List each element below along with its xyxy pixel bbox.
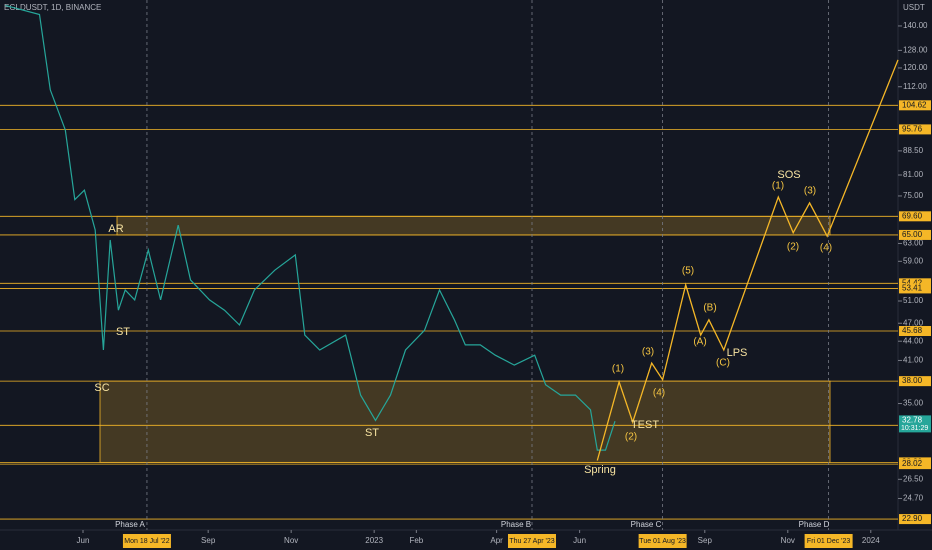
- annotation: ST: [116, 326, 130, 338]
- x-tick-label: Jun: [77, 536, 90, 545]
- level-badge: [899, 278, 931, 289]
- annotation: (A): [693, 337, 706, 348]
- series-line: [5, 4, 616, 451]
- phase-label: Phase A: [115, 520, 145, 529]
- annotation: LPS: [727, 347, 748, 359]
- y-tick-label: 112.00: [903, 82, 927, 91]
- annotation: (4): [820, 243, 832, 254]
- countdown: 10:31:29: [901, 425, 928, 432]
- y-tick-label: 24.70: [903, 494, 924, 503]
- level-label: 104.62: [902, 100, 927, 109]
- annotation: (3): [642, 347, 654, 358]
- series-line: [596, 59, 899, 461]
- x-tick-label: Nov: [781, 536, 795, 545]
- y-tick-label: 35.00: [903, 399, 924, 408]
- marker-label: Tue 01 Aug '23: [639, 538, 686, 545]
- y-tick-label: 59.00: [903, 256, 924, 265]
- y-tick-label: 44.00: [903, 336, 924, 345]
- x-tick-label: Sep: [201, 536, 216, 545]
- x-tick-label: Jun: [573, 536, 586, 545]
- annotation: (5): [682, 266, 694, 277]
- phase-label: Phase C: [631, 520, 662, 529]
- y-tick-label: 47.00: [903, 318, 924, 327]
- marker-badge: [804, 534, 853, 548]
- level-badge: [899, 376, 931, 387]
- phase-label: Phase B: [501, 520, 531, 529]
- x-tick-label: Feb: [409, 536, 423, 545]
- x-tick-label: Nov: [284, 536, 298, 545]
- level-label: 28.02: [902, 459, 923, 468]
- y-tick-label: 81.00: [903, 170, 924, 179]
- y-tick-label: 63.00: [903, 239, 924, 248]
- level-label: 22.90: [902, 514, 923, 523]
- annotation: SOS: [777, 169, 800, 181]
- level-label: 95.76: [902, 125, 923, 134]
- zone: [99, 380, 831, 463]
- level-badge: [899, 124, 931, 135]
- y-tick-label: 75.00: [903, 191, 924, 200]
- annotation: (2): [787, 242, 799, 253]
- marker-badge: [638, 534, 687, 548]
- currency: USDT: [903, 3, 925, 12]
- level-badge: [899, 100, 931, 111]
- marker-label: Fri 01 Dec '23: [807, 538, 850, 545]
- marker-badge: [122, 534, 171, 548]
- annotation: (1): [612, 364, 624, 375]
- x-tick-label: Apr: [490, 536, 503, 545]
- level-label: 45.68: [902, 326, 923, 335]
- y-tick-label: 26.50: [903, 474, 924, 483]
- x-tick-label: 2023: [365, 536, 383, 545]
- y-tick-label: 88.50: [903, 146, 924, 155]
- annotation: TEST: [631, 419, 659, 431]
- annotation: (B): [703, 303, 716, 314]
- annotation: SC: [94, 382, 109, 394]
- level-badge: [899, 514, 931, 525]
- annotation: (1): [772, 181, 784, 192]
- annotation: AR: [108, 223, 123, 235]
- x-tick-label: 2024: [862, 536, 880, 545]
- phase-label: Phase D: [799, 520, 830, 529]
- level-label: 54.42: [902, 278, 923, 287]
- level-badge: [899, 229, 931, 240]
- annotation: (2): [625, 432, 637, 443]
- marker-label: Mon 18 Jul '22: [124, 538, 169, 545]
- level-label: 53.41: [902, 284, 923, 293]
- price-badge: [899, 415, 931, 433]
- level-badge: [899, 211, 931, 222]
- level-badge: [899, 459, 931, 470]
- y-tick-label: 51.00: [903, 296, 924, 305]
- marker-badge: [507, 534, 556, 548]
- annotation: (4): [653, 388, 665, 399]
- level-label: 69.60: [902, 211, 923, 220]
- y-tick-label: 140.00: [903, 21, 928, 30]
- level-badge: [899, 326, 931, 337]
- annotation: Spring: [584, 464, 616, 476]
- level-label: 38.00: [902, 376, 923, 385]
- price-label: 32.78: [902, 415, 923, 424]
- marker-label: Thu 27 Apr '23: [509, 538, 554, 545]
- annotation: (3): [804, 186, 816, 197]
- y-tick-label: 41.00: [903, 356, 924, 365]
- level-badge: [899, 283, 931, 294]
- level-label: 65.00: [902, 230, 923, 239]
- annotation: (C): [716, 358, 730, 369]
- annotation: ST: [365, 427, 379, 439]
- zone: [116, 215, 831, 236]
- symbol: EGLDUSDT, 1D, BINANCE: [4, 3, 101, 12]
- y-tick-label: 120.00: [903, 63, 928, 72]
- x-tick-label: Sep: [698, 536, 713, 545]
- y-tick-label: 128.00: [903, 45, 928, 54]
